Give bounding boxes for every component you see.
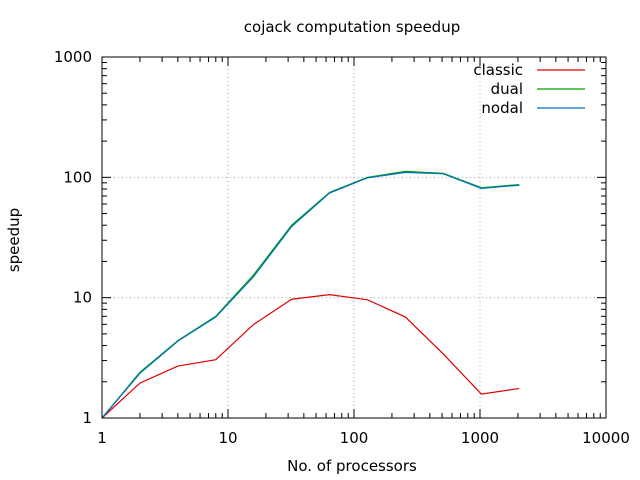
y-tick-label: 10	[73, 289, 92, 307]
x-tick-label: 10	[218, 429, 237, 447]
x-tick-labels: 1 10 100 1000 10000	[97, 429, 630, 447]
series-line-classic	[101, 294, 520, 419]
legend-label-dual: dual	[491, 80, 523, 98]
y-tick-label: 1000	[54, 48, 92, 66]
chart-title: cojack computation speedup	[244, 18, 460, 36]
y-axis-label: speedup	[5, 208, 23, 272]
tick-layer	[101, 56, 607, 419]
series-line-nodal	[101, 171, 520, 419]
x-tick-label: 1	[97, 429, 107, 447]
x-tick-label: 100	[340, 429, 369, 447]
y-tick-label: 100	[63, 168, 92, 186]
legend-label-classic: classic	[473, 61, 523, 79]
series-layer	[101, 170, 520, 419]
x-tick-label: 10000	[582, 429, 630, 447]
x-axis-label: No. of processors	[287, 457, 417, 475]
x-tick-label: 1000	[461, 429, 499, 447]
grid-layer	[102, 57, 606, 418]
y-tick-labels: 1 10 100 1000	[54, 48, 92, 427]
legend-label-nodal: nodal	[481, 99, 523, 117]
y-tick-label: 1	[82, 409, 92, 427]
series-line-dual	[101, 170, 520, 419]
